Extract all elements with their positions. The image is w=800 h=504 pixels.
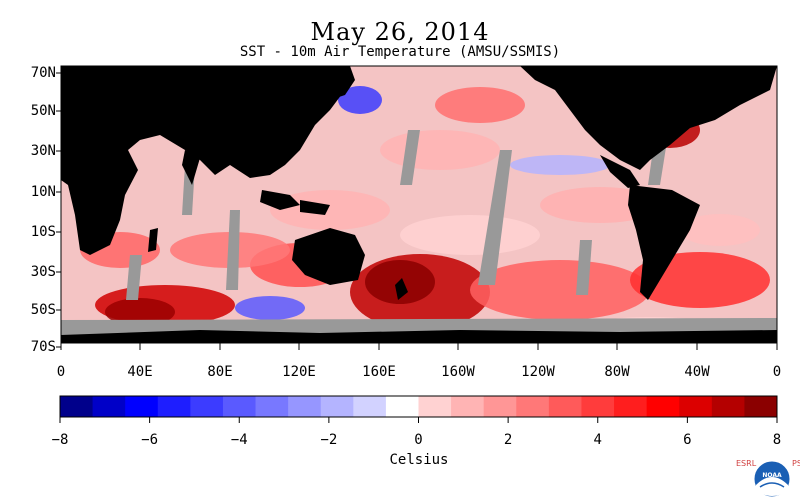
noaa-emblem-icon: NOAA [753,460,791,498]
colorbar-tick-label: −4 [230,432,248,448]
esrl-letters: ESRL [736,459,757,468]
lat-label: 10N [30,184,56,200]
colorbar-swatch [679,396,713,417]
lat-label: 50N [30,103,56,119]
colorbar-swatch [581,396,615,417]
anomaly-patch [380,130,500,170]
land-mass [182,150,200,185]
land-mass [61,330,777,343]
lon-label: 160W [441,364,475,380]
lon-label: 160E [362,364,396,380]
lon-label: 40E [127,364,153,380]
colorbar-tick-label: 4 [593,432,602,448]
land-mass [628,185,700,300]
colorbar-tick-label: 8 [772,432,782,448]
anomaly-patch [470,260,650,320]
land-masses [61,66,777,343]
lon-label: 40W [684,364,710,380]
no-data-swath [400,130,420,185]
colorbar-swatch [516,396,550,417]
axis-ticks [56,72,778,350]
lat-label: 70S [30,339,56,355]
colorbar-tick-label: −6 [141,432,159,448]
lon-label: 120W [521,364,555,380]
lat-label: 70N [30,65,56,81]
colorbar-tick-label: 2 [503,432,513,448]
anomaly-patch [435,87,525,123]
lon-label: 80E [207,364,233,380]
anomaly-patch [105,298,175,326]
no-data-swath [126,255,142,300]
anomaly-patch [400,215,540,255]
colorbar [59,395,778,423]
colorbar-swatch [92,396,126,417]
colorbar-tick-label: −2 [320,432,338,448]
lon-label: 120E [282,364,316,380]
map-title: May 26, 2014 [310,18,490,46]
colorbar-swatch [255,396,289,417]
colorbar-swatch [744,396,778,417]
anomaly-patch [510,155,610,175]
land-mass [260,190,300,210]
colorbar-swatch [190,396,224,417]
land-mass [300,200,330,215]
land-mass [148,228,158,252]
colorbar-swatch [418,396,452,417]
colorbar-swatch [614,396,648,417]
lon-label: 0 [56,364,66,380]
colorbar-tick-label: −8 [51,432,69,448]
no-data-swath [576,240,592,295]
lat-label: 50S [30,302,56,318]
colorbar-swatch [483,396,517,417]
colorbar-swatch [125,396,159,417]
colorbar-swatch [548,396,582,417]
no-data-swath [478,150,512,285]
no-data-swath [226,210,240,290]
colorbar-swatch [60,396,94,417]
anomaly-patch [235,296,305,320]
lon-label: 80W [604,364,630,380]
colorbar-swatch [451,396,485,417]
colorbar-swatch [385,396,419,417]
colorbar-swatch [157,396,191,417]
colorbar-swatch [320,396,354,417]
lat-label: 10S [30,224,56,240]
colorbar-unit-label: Celsius [389,452,449,468]
land-mass [600,155,640,188]
land-mass [395,278,408,300]
colorbar-swatch [646,396,680,417]
anomaly-patch [680,214,760,246]
land-mass [520,66,777,170]
colorbar-tick-label: 6 [683,432,692,448]
lon-label: 0 [772,364,782,380]
colorbar-tick-label: 0 [414,432,423,448]
map-frame [60,65,778,344]
noaa-esrl-logo: NOAA ESRL PSD [736,457,800,500]
map-subtitle: SST - 10m Air Temperature (AMSU/SSMIS) [239,44,561,60]
land-mass [300,66,355,115]
land-mass [61,66,345,255]
lat-label: 30N [30,143,56,159]
map-field [61,66,777,343]
lat-label: 30S [30,264,56,280]
land-mass [700,66,760,90]
psd-letters: PSD [792,459,800,468]
colorbar-swatch [353,396,387,417]
land-mass [292,228,365,285]
colorbar-swatch [711,396,745,417]
anomaly-patch [338,86,382,114]
svg-text:NOAA: NOAA [762,472,782,479]
colorbar-swatch [222,396,257,417]
colorbar-swatch [288,396,322,417]
